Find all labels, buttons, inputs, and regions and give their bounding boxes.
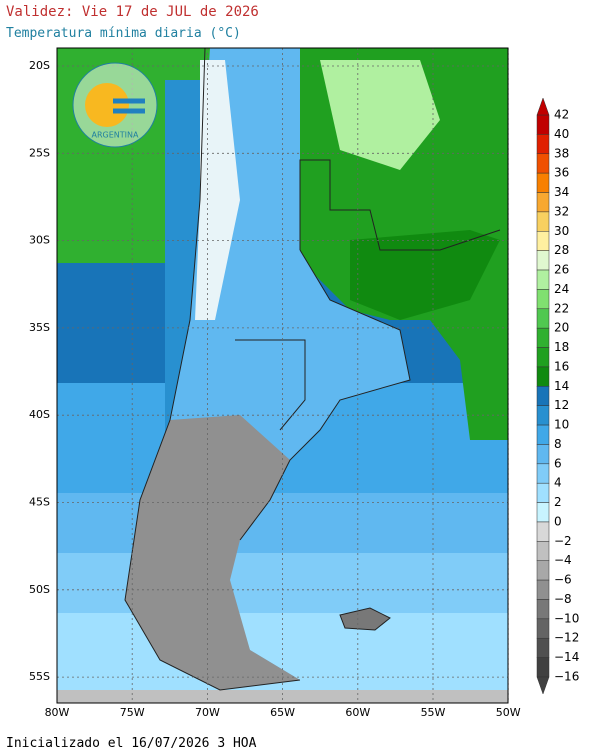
colorbar-label: −10 xyxy=(554,611,579,625)
colorbar-label: 18 xyxy=(554,340,569,354)
colorbar-swatch xyxy=(536,114,550,135)
colorbar-label: 32 xyxy=(554,204,569,218)
colorbar-label: 2 xyxy=(554,495,562,509)
coastlines xyxy=(124,47,501,691)
colorbar-swatch xyxy=(536,560,550,581)
colorbar-swatch xyxy=(536,521,550,542)
colorbar-swatch xyxy=(536,308,550,329)
lat-label: 45S xyxy=(29,496,50,509)
map-figure: ARGENTINA 20S 25S 30S 35S 40S 45S 50S 55S 80W 75W… xyxy=(29,47,579,719)
colorbar-label: −4 xyxy=(554,553,572,567)
colorbar-label: 28 xyxy=(554,243,569,257)
colorbar-label: 14 xyxy=(554,379,569,393)
colorbar-label: 38 xyxy=(554,146,569,160)
colorbar-swatch xyxy=(536,250,550,271)
colorbar-swatch xyxy=(536,153,550,174)
colorbar-swatch xyxy=(536,618,550,639)
lon-label: 50W xyxy=(496,706,521,719)
colorbar-label: 22 xyxy=(554,301,569,315)
colorbar-swatch xyxy=(536,386,550,406)
colorbar-swatch xyxy=(536,482,550,503)
colorbar-label: 42 xyxy=(554,108,569,122)
colorbar-swatch xyxy=(536,172,550,193)
map-frame xyxy=(56,47,509,704)
colorbar-arrow-top xyxy=(536,97,550,116)
validity: Validez: Vie 17 de JUL de 2026 xyxy=(6,4,259,20)
colorbar-label: 16 xyxy=(554,359,569,373)
colorbar-swatch xyxy=(536,502,550,523)
lat-label: 40S xyxy=(29,408,50,421)
colorbar-swatch xyxy=(536,657,550,678)
lat-label: 35S xyxy=(29,321,50,334)
colorbar-swatch xyxy=(536,327,550,348)
logo-text: ARGENTINA xyxy=(92,131,140,140)
colorbar-label: 24 xyxy=(554,282,569,296)
colorbar-label: 10 xyxy=(554,418,569,432)
subtitle: Temperatura mínima diaria (°C) xyxy=(6,26,241,41)
colorbar-swatch xyxy=(536,269,550,290)
colorbar-swatch xyxy=(536,289,550,310)
colorbar-swatch xyxy=(536,599,550,620)
colorbar-label: −16 xyxy=(554,670,579,684)
colorbar-swatch xyxy=(536,347,550,368)
colorbar-swatch xyxy=(536,192,550,213)
colorbar-swatch xyxy=(536,637,550,658)
colorbar-swatch xyxy=(536,579,550,600)
lon-label: 60W xyxy=(345,706,370,719)
colorbar-swatch xyxy=(536,405,550,426)
logo: ARGENTINA xyxy=(72,62,158,148)
colorbar-label: 36 xyxy=(554,166,569,180)
lat-label: 50S xyxy=(29,583,50,596)
colorbar-arrow-bottom xyxy=(536,676,550,695)
colorbar-swatch xyxy=(536,211,550,232)
footer: Inicializado el 16/07/2026 3 HOA xyxy=(6,736,257,750)
colorbar-label: −6 xyxy=(554,573,572,587)
colorbar-swatch xyxy=(536,463,550,484)
colorbar-label: −2 xyxy=(554,534,572,548)
colorbar-label: 4 xyxy=(554,476,562,490)
colorbar-swatch xyxy=(536,366,550,387)
colorbar-label: 34 xyxy=(554,185,569,199)
colorbar-label: 6 xyxy=(554,456,562,470)
lon-label: 55W xyxy=(421,706,446,719)
colorbar-swatch xyxy=(536,444,550,465)
colorbar-label: 12 xyxy=(554,398,569,412)
colorbar-label: −14 xyxy=(554,650,579,664)
lon-label: 75W xyxy=(120,706,145,719)
lat-label: 30S xyxy=(29,234,50,247)
colorbar-swatch xyxy=(536,541,550,561)
colorbar-swatch xyxy=(536,134,550,155)
colorbar-label: 26 xyxy=(554,263,569,277)
lat-label: 20S xyxy=(29,59,50,72)
colorbar-label: 30 xyxy=(554,224,569,238)
colorbar-swatch xyxy=(536,424,550,445)
colorbar-label: 20 xyxy=(554,321,569,335)
lat-label: 55S xyxy=(29,670,50,683)
colorbar-swatch xyxy=(536,231,550,251)
colorbar-label: −12 xyxy=(554,631,579,645)
colorbar-label: −8 xyxy=(554,592,572,606)
colorbar-label: 40 xyxy=(554,127,569,141)
colorbar-label: 0 xyxy=(554,514,562,528)
lat-label: 25S xyxy=(29,146,50,159)
lon-label: 65W xyxy=(270,706,295,719)
colorbar-label: 8 xyxy=(554,437,562,451)
lon-label: 80W xyxy=(45,706,70,719)
lon-label: 70W xyxy=(195,706,220,719)
